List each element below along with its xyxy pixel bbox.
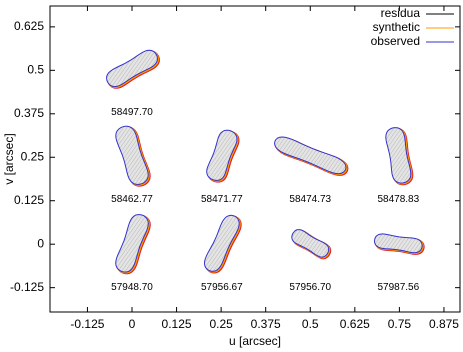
legend-label: synthetic: [373, 20, 420, 34]
y-tick-label: 0.125: [14, 193, 44, 207]
epoch-label: 57948.70: [111, 282, 153, 293]
epoch-label: 57956.70: [289, 282, 331, 293]
epoch-label: 58474.73: [289, 194, 331, 205]
y-tick-label: -0.125: [10, 280, 44, 294]
silhouette-observed: [385, 127, 412, 184]
y-tick-label: 0.625: [14, 19, 44, 33]
x-tick-label: 0.875: [429, 317, 459, 331]
plot-frame: [49, 5, 461, 313]
silhouette-observed: [274, 136, 347, 175]
x-tick-label: 0.75: [388, 317, 412, 331]
silhouette-observed: [373, 233, 423, 254]
y-tick-label: 0.375: [14, 106, 44, 120]
silhouette-observed: [203, 214, 240, 272]
y-tick-label: 0.5: [27, 63, 44, 77]
x-tick-label: 0.375: [251, 317, 281, 331]
y-tick-label: 0: [37, 236, 44, 250]
silhouette-observed: [206, 129, 238, 181]
silhouette-observed: [291, 229, 330, 258]
epoch-label: 58497.70: [111, 107, 153, 118]
epoch-label: 58471.77: [201, 194, 243, 205]
y-tick-label: 0.25: [21, 149, 45, 163]
silhouette-observed: [115, 125, 149, 185]
legend-label: observed: [371, 34, 420, 48]
silhouette-observed: [106, 49, 158, 88]
x-tick-label: 0.25: [209, 317, 233, 331]
epoch-label: 58478.83: [377, 194, 419, 205]
x-tick-label: -0.125: [70, 317, 104, 331]
epoch-label: 57987.56: [377, 282, 419, 293]
x-tick-label: 0.125: [162, 317, 192, 331]
x-tick-label: 0: [129, 317, 136, 331]
epoch-label: 58462.77: [111, 194, 153, 205]
epoch-label: 57956.67: [201, 282, 243, 293]
x-axis-label: u [arcsec]: [229, 334, 281, 348]
silhouette-observed: [115, 214, 149, 273]
legend-label: residua: [381, 6, 421, 20]
x-tick-label: 0.5: [302, 317, 319, 331]
x-tick-label: 0.625: [340, 317, 370, 331]
y-axis-label: v [arcsec]: [2, 133, 16, 184]
